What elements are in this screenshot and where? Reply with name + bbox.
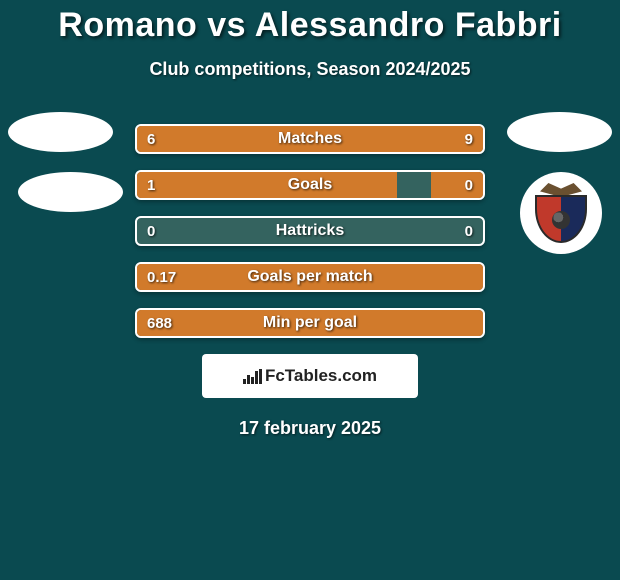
player-right-avatar bbox=[507, 112, 612, 152]
subtitle: Club competitions, Season 2024/2025 bbox=[0, 59, 620, 80]
stat-row: 688Min per goal bbox=[135, 308, 485, 338]
club-right-badge bbox=[520, 172, 602, 254]
stat-label: Hattricks bbox=[137, 218, 483, 244]
stat-label: Goals per match bbox=[137, 264, 483, 290]
source-attribution: FcTables.com bbox=[202, 354, 418, 398]
comparison-card: Romano vs Alessandro Fabbri Club competi… bbox=[0, 0, 620, 439]
stat-row: 00Hattricks bbox=[135, 216, 485, 246]
stat-row: 0.17Goals per match bbox=[135, 262, 485, 292]
player-left-avatar bbox=[8, 112, 113, 152]
snapshot-date: 17 february 2025 bbox=[0, 418, 620, 439]
source-text: FcTables.com bbox=[265, 366, 377, 386]
club-left-badge bbox=[18, 172, 123, 212]
stat-row: 10Goals bbox=[135, 170, 485, 200]
casertana-crest-icon bbox=[535, 183, 587, 243]
page-title: Romano vs Alessandro Fabbri bbox=[0, 0, 620, 45]
stat-label: Goals bbox=[137, 172, 483, 198]
stat-label: Matches bbox=[137, 126, 483, 152]
stat-label: Min per goal bbox=[137, 310, 483, 336]
bar-chart-icon bbox=[243, 369, 261, 384]
stats-area: 69Matches 10Goals 00Hattricks 0.17Goals per… bbox=[0, 124, 620, 338]
stat-row: 69Matches bbox=[135, 124, 485, 154]
